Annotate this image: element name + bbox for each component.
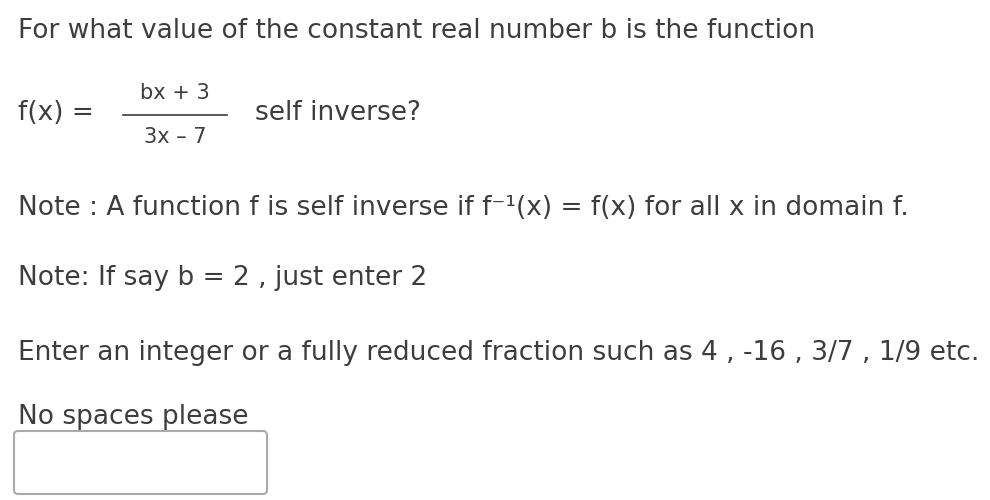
Text: No spaces please: No spaces please bbox=[18, 404, 248, 430]
Text: Enter an integer or a fully reduced fraction such as 4 , -16 , 3/7 , 1/9 etc.: Enter an integer or a fully reduced frac… bbox=[18, 340, 979, 366]
Text: Note: If say b = 2 , just enter 2: Note: If say b = 2 , just enter 2 bbox=[18, 265, 428, 291]
Text: Note : A function f is self inverse if f⁻¹(x) = f(x) for all x in domain f.: Note : A function f is self inverse if f… bbox=[18, 195, 909, 221]
FancyBboxPatch shape bbox=[14, 431, 267, 494]
Text: bx + 3: bx + 3 bbox=[141, 83, 210, 103]
Text: 3x – 7: 3x – 7 bbox=[144, 127, 206, 147]
Text: self inverse?: self inverse? bbox=[255, 100, 421, 126]
Text: f(x) =: f(x) = bbox=[18, 100, 102, 126]
Text: For what value of the constant real number b is the function: For what value of the constant real numb… bbox=[18, 18, 815, 44]
